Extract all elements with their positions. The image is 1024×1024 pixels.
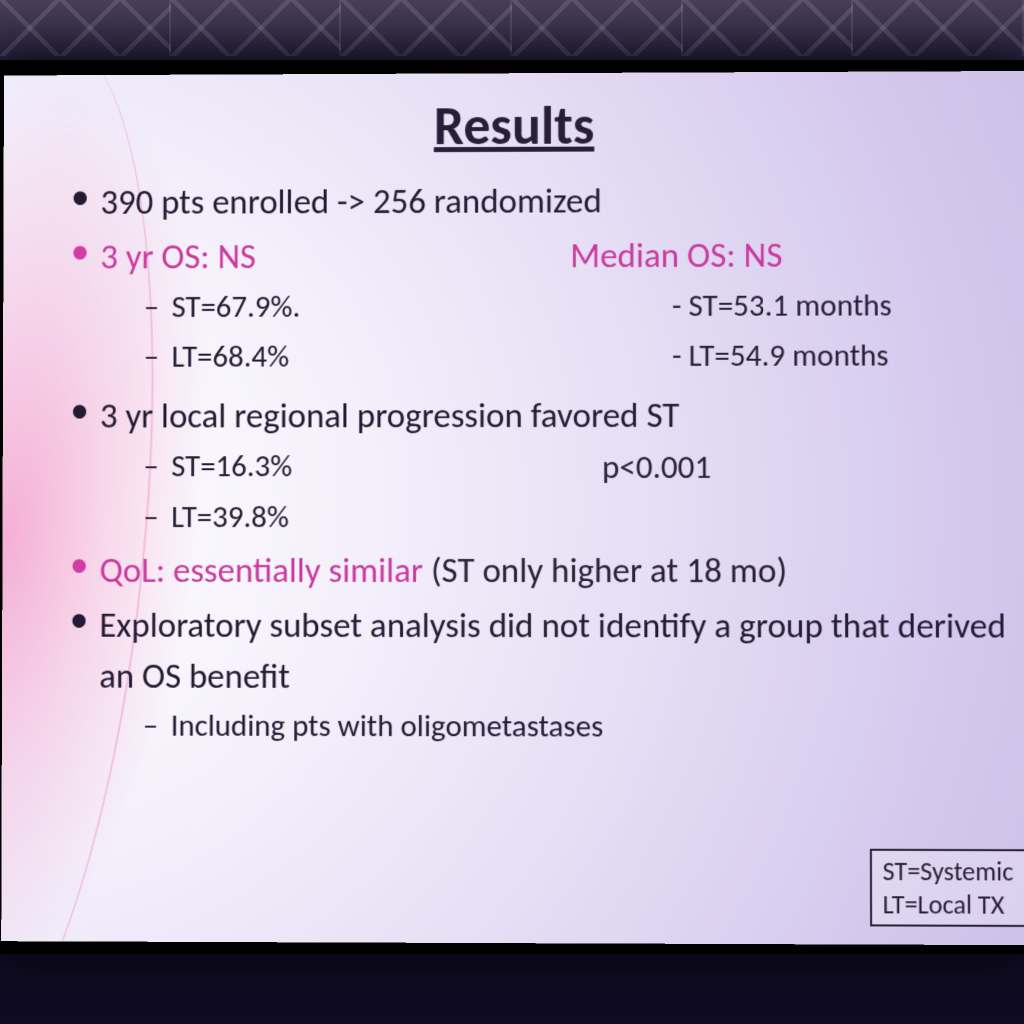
bullet-list: 390 pts enrolled -> 256 randomized 3 yr … (65, 175, 1024, 751)
stage-background: Results 390 pts enrolled -> 256 randomiz… (0, 0, 1024, 1024)
bullet-median-os-label: Median OS: NS (570, 230, 1024, 282)
bullet-qol-pink: QoL: essentially similar (99, 550, 423, 592)
sub-os-st-right: - ST=53.1 months (672, 283, 892, 328)
legend-line-lt: LT=Local TX (883, 888, 1014, 921)
sublist-exploratory: Including pts with oligometastases (99, 704, 1024, 751)
sub-os-lt-right: - LT=54.9 months (672, 334, 889, 379)
bullet-qol-rest: (ST only higher at 18 mo) (423, 550, 787, 592)
sub-os-lt: LT=68.4% - LT=54.9 months (144, 334, 1024, 380)
sub-lr-pvalue: p<0.001 (602, 444, 711, 492)
presentation-slide: Results 390 pts enrolled -> 256 randomiz… (1, 71, 1024, 945)
sub-lr-st-val: ST=16.3% (171, 447, 292, 485)
bullet-3yr-os-label: 3 yr OS: NS (100, 231, 570, 283)
slide-title: Results (67, 91, 1024, 160)
bullet-text: 390 pts enrolled -> 256 randomized (100, 180, 601, 223)
bullet-3yr-os: 3 yr OS: NS Median OS: NS ST=67.9%. - ST… (66, 230, 1024, 388)
legend-box: ST=Systemic LT=Local TX (870, 849, 1024, 927)
bullet-local-regional-text: 3 yr local regional progression favored … (100, 395, 680, 438)
sub-lr-st: ST=16.3% p<0.001 (143, 444, 1024, 490)
slide-content: Results 390 pts enrolled -> 256 randomiz… (41, 71, 1024, 945)
bullet-exploratory: Exploratory subset analysis did not iden… (65, 601, 1024, 751)
bullet-qol: QoL: essentially similar (ST only higher… (66, 546, 1024, 597)
bullet-enrollment: 390 pts enrolled -> 256 randomized (67, 175, 1024, 229)
sublist-local-regional: ST=16.3% p<0.001 LT=39.8% (100, 444, 1024, 540)
sub-lr-lt-val: LT=39.8% (171, 498, 289, 536)
legend-line-st: ST=Systemic (883, 855, 1014, 888)
sub-lr-lt: LT=39.8% (143, 495, 1024, 540)
sub-os-lt-left: LT=68.4% (171, 338, 289, 376)
sub-os-st: ST=67.9%. - ST=53.1 months (144, 283, 1024, 330)
ceiling-truss (0, 0, 1024, 56)
sub-os-st-left: ST=67.9%. (172, 287, 301, 325)
screen-frame: Results 390 pts enrolled -> 256 randomiz… (0, 60, 1024, 954)
sub-exploratory-text: Including pts with oligometastases (171, 707, 604, 746)
bullet-exploratory-text: Exploratory subset analysis did not iden… (99, 605, 1006, 698)
sublist-os: ST=67.9%. - ST=53.1 months LT=68.4% - LT… (100, 283, 1024, 381)
sub-exploratory-oligo: Including pts with oligometastases (143, 704, 1024, 751)
bullet-local-regional: 3 yr local regional progression favored … (66, 391, 1024, 540)
